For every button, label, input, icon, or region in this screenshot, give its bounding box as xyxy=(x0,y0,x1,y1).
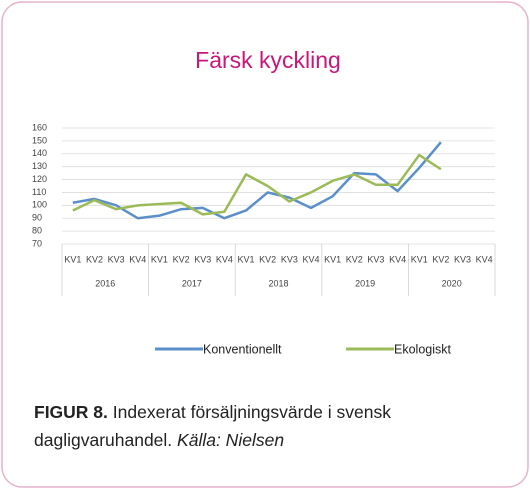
x-tick-label: KV4 xyxy=(302,254,319,264)
data-line xyxy=(72,153,442,216)
x-tick-label: KV3 xyxy=(194,254,211,264)
chart-title: Färsk kyckling xyxy=(195,47,341,73)
x-tick-label: KV3 xyxy=(108,254,125,264)
y-tick-label: 70 xyxy=(32,238,42,248)
x-tick-label: KV2 xyxy=(259,254,276,264)
x-group-label: 2017 xyxy=(182,278,202,288)
x-tick-label: KV4 xyxy=(129,254,146,264)
caption-source: Källa: Nielsen xyxy=(177,430,285,450)
caption: FIGUR 8. Indexerat försäljningsvärde i s… xyxy=(34,398,434,454)
x-tick-label: KV3 xyxy=(281,254,298,264)
x-tick-label: KV2 xyxy=(173,254,190,264)
x-tick-label: KV3 xyxy=(454,254,471,264)
y-tick-label: 160 xyxy=(32,122,47,132)
x-group-label: 2018 xyxy=(268,278,288,288)
x-tick-label: KV1 xyxy=(238,254,255,264)
y-tick-label: 80 xyxy=(32,225,42,235)
y-tick-label: 90 xyxy=(32,213,42,223)
caption-label: FIGUR 8. xyxy=(34,402,108,422)
x-tick-label: KV1 xyxy=(64,254,81,264)
data-line xyxy=(72,141,442,220)
y-tick-label: 110 xyxy=(32,187,46,197)
y-tick-label: 140 xyxy=(32,148,47,158)
caption-text: Indexerat försäljningsvärde i svensk dag… xyxy=(34,402,391,450)
x-group-label: 2016 xyxy=(95,278,115,288)
y-tick-label: 130 xyxy=(32,161,47,171)
x-group-label: 2019 xyxy=(355,278,375,288)
x-tick-label: KV1 xyxy=(151,254,168,264)
x-tick-label: KV2 xyxy=(432,254,449,264)
x-tick-label: KV1 xyxy=(324,254,341,264)
x-tick-label: KV1 xyxy=(411,254,428,264)
y-tick-label: 120 xyxy=(32,174,47,184)
x-tick-label: KV3 xyxy=(367,254,384,264)
x-tick-label: KV2 xyxy=(86,254,103,264)
legend-label: Konventionellt xyxy=(203,342,282,356)
x-tick-label: KV4 xyxy=(476,254,493,264)
legend-label: Ekologiskt xyxy=(394,342,451,356)
y-tick-label: 150 xyxy=(32,135,47,145)
x-tick-label: KV4 xyxy=(389,254,406,264)
x-tick-label: KV4 xyxy=(216,254,233,264)
x-group-label: 2020 xyxy=(442,278,462,288)
x-tick-label: KV2 xyxy=(346,254,363,264)
y-tick-label: 100 xyxy=(32,200,47,210)
